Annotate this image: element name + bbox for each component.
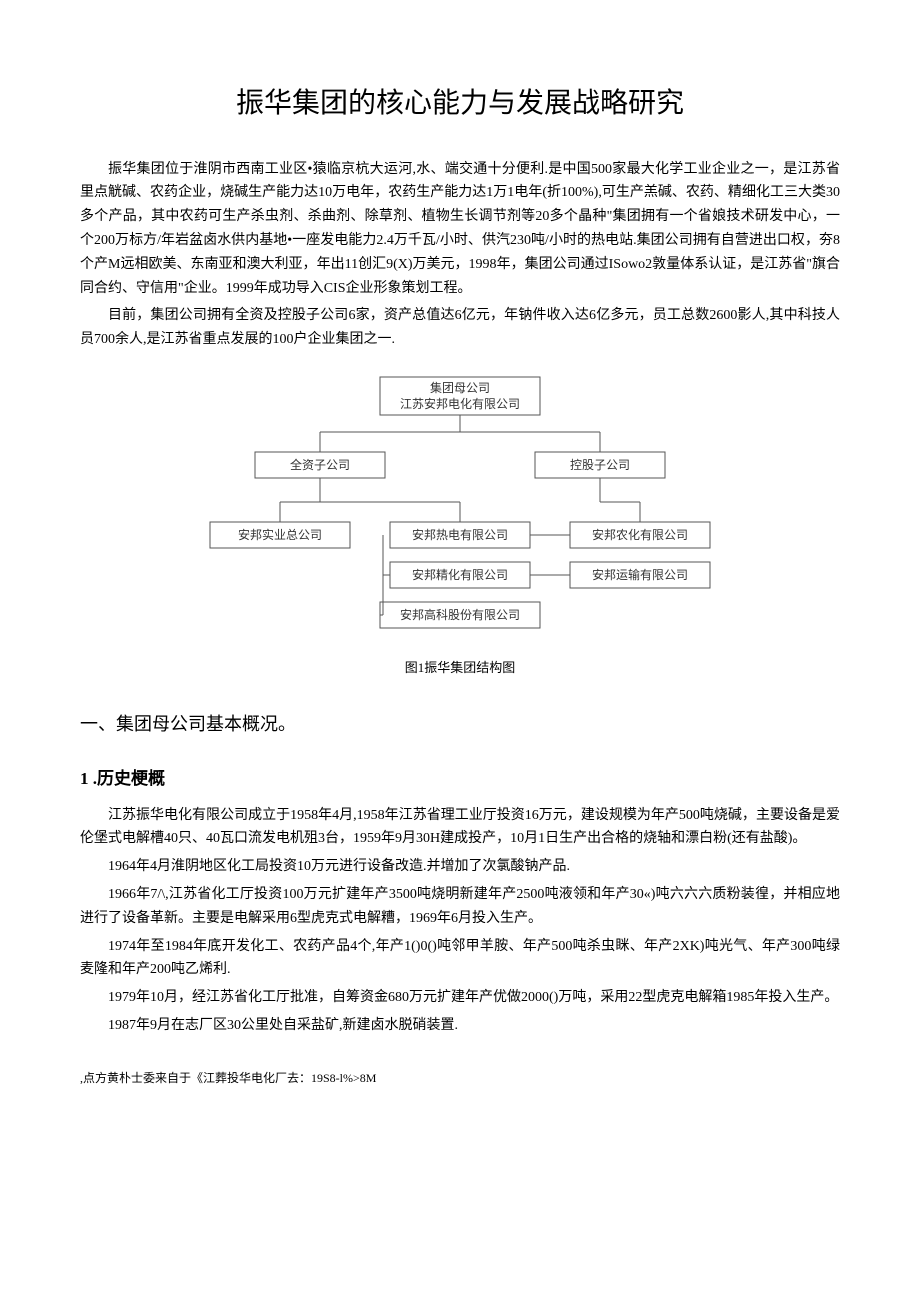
node-shiye: 安邦实业总公司 xyxy=(238,527,322,542)
node-redian: 安邦热电有限公司 xyxy=(412,527,508,542)
node-holding-subsidiary: 控股子公司 xyxy=(570,458,630,472)
diagram-caption: 图1振华集团结构图 xyxy=(80,657,840,679)
node-jinghua: 安邦精化有限公司 xyxy=(412,567,508,582)
history-p5: 1979年10月，经江苏省化工厅批准，自筹资金680万元扩建年产优做2000()… xyxy=(80,986,840,1010)
org-chart: 集团母公司 江苏安邦电化有限公司 全资子公司 控股子公司 安邦实业总公司 安邦热… xyxy=(80,372,840,652)
history-p2: 1964年4月淮阴地区化工局投资10万元进行设备改造.并增加了次氯酸钠产品. xyxy=(80,855,840,879)
node-yunshu: 安邦运输有限公司 xyxy=(592,567,688,582)
intro-paragraph-1: 振华集团位于淮阴市西南工业区•猿临京杭大运河,水、端交通十分便利.是中国500家… xyxy=(80,158,840,301)
history-p3: 1966年7/\,江苏省化工厅投资100万元扩建年产3500吨烧明新建年产250… xyxy=(80,883,840,931)
intro-paragraph-2: 目前，集团公司拥有全资及控股子公司6家，资产总值达6亿元，年钠件收入达6亿多元，… xyxy=(80,304,840,352)
node-gaoke: 安邦高科股份有限公司 xyxy=(400,607,520,622)
node-root-line1: 集团母公司 xyxy=(430,380,490,395)
node-root-line2: 江苏安邦电化有限公司 xyxy=(400,396,520,411)
history-p4: 1974年至1984年底开发化工、农药产品4个,年产1()0()吨邻甲羊胺、年产… xyxy=(80,935,840,983)
section-1-1-heading: 1 .历史梗概 xyxy=(80,765,840,794)
history-p6: 1987年9月在志厂区30公里处自采盐矿,新建卤水脱硝装置. xyxy=(80,1014,840,1038)
node-nonghua: 安邦农化有限公司 xyxy=(592,527,688,542)
node-full-subsidiary: 全资子公司 xyxy=(290,457,350,472)
page-title: 振华集团的核心能力与发展战略研究 xyxy=(80,80,840,128)
footnote: ,点方黄朴士委来自于《江葬投华电化厂去：19S8-l%>8M xyxy=(80,1068,840,1088)
history-p1: 江苏振华电化有限公司成立于1958年4月,1958年江苏省理工业厅投资16万元，… xyxy=(80,804,840,852)
section-1-heading: 一、集团母公司基本概况。 xyxy=(80,709,840,740)
